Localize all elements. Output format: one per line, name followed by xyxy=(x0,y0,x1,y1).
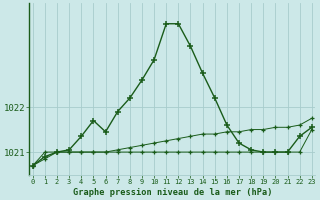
X-axis label: Graphe pression niveau de la mer (hPa): Graphe pression niveau de la mer (hPa) xyxy=(73,188,272,197)
